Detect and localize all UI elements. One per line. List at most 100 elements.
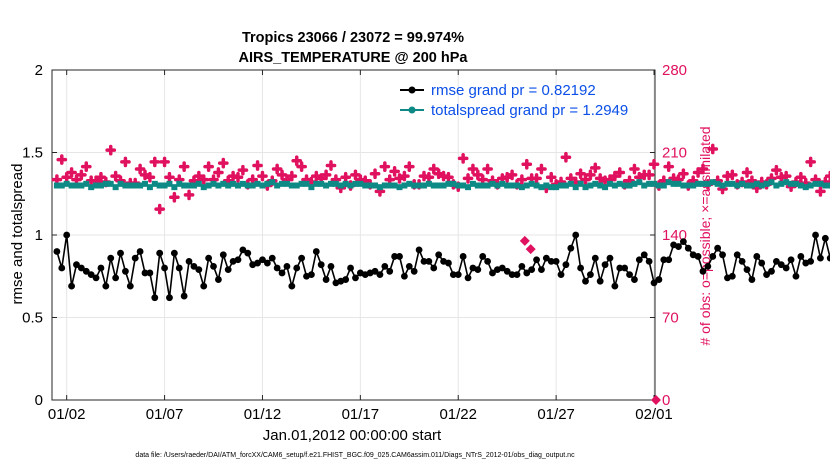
obs-count-point: [629, 163, 640, 175]
totalspread-point: [802, 184, 809, 191]
rmse-point: [156, 249, 164, 257]
totalspread-point: [753, 180, 760, 187]
obs-count-point: [741, 167, 753, 178]
rmse-point: [430, 264, 438, 272]
totalspread-point: [288, 182, 295, 189]
rmse-point: [146, 269, 154, 277]
obs-count-point: [389, 166, 400, 177]
totalspread-point: [714, 180, 721, 187]
totalspread-point: [523, 182, 530, 189]
rmse-point: [410, 267, 418, 275]
rmse-point: [312, 248, 320, 255]
obs-count-point: [350, 169, 361, 181]
rmse-point: [381, 262, 389, 270]
rmse-point: [704, 262, 712, 270]
obs-count-point: [614, 167, 626, 178]
totalspread-point: [396, 184, 403, 191]
rmse-point: [53, 248, 61, 255]
totalspread-point: [792, 180, 799, 187]
axis-ticks: 01/02 01/07 01/12 01/17 01/22 01/27 02/0100.51…: [22, 62, 687, 423]
rmse-point: [533, 256, 540, 264]
rmse-point: [596, 277, 604, 285]
totalspread-point: [161, 182, 168, 189]
rmse-point: [787, 256, 795, 264]
rmse-point: [484, 258, 492, 265]
rmse-point: [102, 282, 110, 290]
obs-count-point: [580, 174, 591, 185]
totalspread-point: [734, 182, 741, 189]
y-tick-label-left: 1: [35, 227, 43, 244]
totalspread-point: [675, 180, 682, 187]
rmse-point: [317, 261, 325, 269]
totalspread-point: [626, 182, 633, 189]
rmse-point: [283, 262, 291, 270]
totalspread-point: [63, 180, 70, 187]
totalspread-point: [102, 180, 109, 187]
totalspread-point: [68, 182, 75, 189]
obs-count-point: [472, 169, 484, 181]
totalspread-point: [357, 180, 364, 187]
totalspread-point: [234, 182, 241, 189]
totalspread-point: [817, 180, 824, 187]
totalspread-point: [744, 182, 751, 189]
rmse-point: [63, 231, 71, 239]
rmse-point: [660, 256, 668, 264]
rmse-point: [807, 258, 815, 265]
totalspread-point: [450, 180, 457, 187]
x-tick-label: 01/17: [342, 406, 380, 423]
obs-count-point: [399, 170, 410, 182]
rmse-point: [777, 261, 785, 269]
totalspread-point: [528, 180, 535, 187]
totalspread-point: [611, 182, 618, 189]
obs-count-point: [443, 171, 454, 183]
rmse-point: [161, 264, 168, 272]
rmse-point: [200, 282, 208, 290]
rmse-point: [728, 272, 736, 280]
rmse-point: [224, 266, 232, 274]
rmse-point: [210, 262, 217, 270]
rmse-point: [293, 264, 301, 272]
totalspread-point: [254, 180, 261, 187]
totalspread-point: [132, 182, 139, 189]
obs-count-point: [506, 169, 518, 181]
totalspread-point: [518, 184, 525, 191]
rmse-point: [694, 253, 702, 260]
totalspread-point: [137, 182, 144, 189]
rmse-point: [92, 274, 100, 282]
rmse-point: [606, 254, 614, 262]
obs-count-point: [795, 171, 807, 183]
obs-count-point: [286, 170, 298, 182]
totalspread-point: [411, 182, 418, 189]
totalspread-point: [210, 180, 217, 187]
totalspread-point: [200, 184, 207, 191]
totalspread-point: [646, 180, 653, 187]
obs-count-point: [697, 163, 709, 175]
obs-count-point: [164, 171, 175, 183]
rmse-point: [117, 249, 124, 257]
totalspread-point: [709, 179, 716, 186]
x-tick-label: 01/27: [537, 406, 575, 423]
totalspread-point: [327, 180, 334, 187]
rmse-point: [640, 251, 648, 259]
totalspread-point: [783, 179, 790, 186]
rmse-point: [87, 271, 95, 278]
totalspread-point: [107, 180, 114, 187]
obs-count-point: [707, 143, 719, 155]
rmse-point: [273, 264, 281, 272]
rmse-point: [542, 254, 550, 262]
obs-count-point: [589, 162, 601, 174]
totalspread-point: [592, 180, 599, 187]
rmse-point: [601, 261, 609, 269]
totalspread-point: [283, 180, 290, 187]
obs-count-point: [726, 169, 738, 181]
rmse-point: [591, 254, 599, 262]
rmse-point: [205, 254, 213, 262]
totalspread-point: [249, 182, 256, 189]
totalspread-point: [141, 180, 148, 187]
y-axis-label-right: # of obs: o=possible; ×=assimilated: [697, 126, 713, 345]
totalspread-point: [548, 184, 555, 191]
rmse-point: [278, 269, 286, 277]
totalspread-point: [538, 184, 545, 191]
rmse-point: [454, 271, 462, 278]
obs-assimilated-point: [650, 395, 661, 405]
